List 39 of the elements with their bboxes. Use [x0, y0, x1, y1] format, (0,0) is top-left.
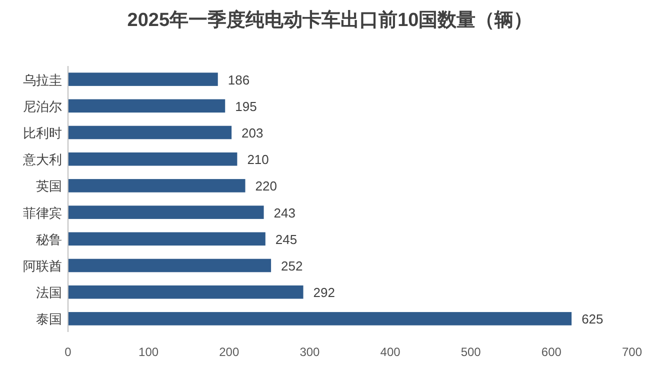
data-label: 245	[275, 232, 298, 247]
bar	[68, 72, 218, 86]
y-tick-label: 秘鲁	[36, 232, 62, 247]
x-tick-label: 400	[380, 345, 401, 359]
bar	[68, 258, 272, 272]
x-tick-label: 600	[541, 345, 562, 359]
data-label: 252	[281, 258, 303, 274]
bar	[68, 285, 304, 299]
x-tick-label: 200	[219, 345, 240, 359]
bar	[68, 126, 232, 140]
data-label: 210	[247, 152, 269, 168]
x-tick-label: 700	[622, 345, 642, 359]
y-tick-label: 法国	[36, 285, 62, 300]
data-label: 195	[235, 98, 257, 114]
y-tick-label: 意大利	[22, 152, 62, 168]
y-tick-label: 乌拉圭	[23, 72, 62, 88]
bar	[68, 232, 266, 246]
y-tick-label: 比利时	[23, 126, 62, 140]
y-tick-label: 泰国	[36, 312, 62, 327]
x-tick-label: 100	[138, 345, 159, 359]
bar	[68, 312, 572, 326]
x-tick-label: 500	[460, 345, 482, 359]
data-label: 243	[274, 205, 296, 220]
x-tick-label: 300	[300, 345, 320, 359]
data-label: 292	[313, 285, 335, 300]
y-tick-label: 英国	[36, 178, 62, 194]
bar	[68, 206, 264, 219]
data-label: 186	[228, 72, 250, 88]
chart-title: 2025年一季度纯电动卡车出口前10国数量（辆）	[127, 9, 533, 31]
data-label: 625	[582, 312, 604, 327]
data-label: 203	[242, 126, 264, 140]
bar	[68, 152, 238, 166]
bar	[68, 179, 246, 192]
y-tick-label: 尼泊尔	[23, 98, 62, 114]
y-tick-label: 阿联酋	[23, 258, 62, 274]
data-label: 220	[255, 178, 277, 194]
y-tick-label: 菲律宾	[23, 205, 62, 220]
bar	[68, 99, 226, 113]
x-tick-label: 0	[64, 345, 72, 359]
